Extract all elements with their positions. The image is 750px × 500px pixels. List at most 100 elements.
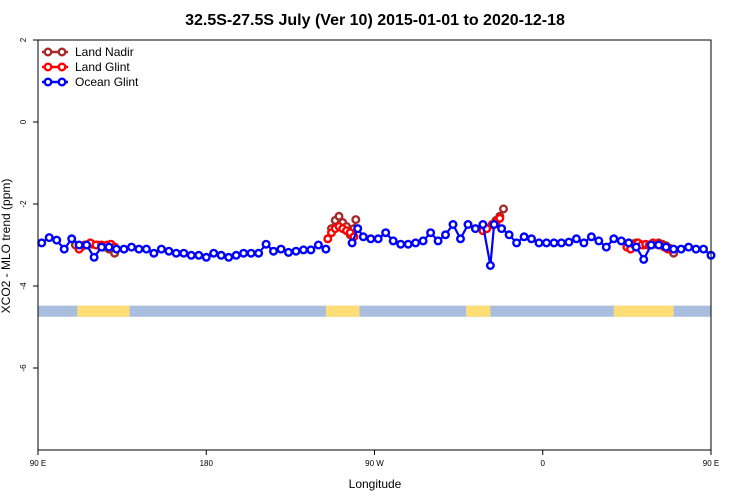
legend-marker xyxy=(57,77,67,87)
data-point xyxy=(224,252,234,262)
data-point xyxy=(646,240,656,250)
data-point xyxy=(239,248,249,258)
data-point xyxy=(52,235,62,245)
data-point xyxy=(456,234,466,244)
data-point xyxy=(527,234,537,244)
data-point xyxy=(519,232,529,242)
data-point xyxy=(691,244,701,254)
data-point xyxy=(334,211,344,221)
data-point xyxy=(306,245,316,255)
y-axis-label: XCO2 - MLO trend (ppm) xyxy=(0,179,13,314)
data-point xyxy=(433,236,443,246)
data-point xyxy=(44,233,54,243)
data-point xyxy=(403,239,413,249)
legend-marker xyxy=(43,77,53,87)
land-band-4 xyxy=(613,305,674,317)
data-point xyxy=(616,236,626,246)
data-point xyxy=(564,237,574,247)
legend-marker xyxy=(43,62,53,72)
data-point xyxy=(89,252,99,262)
data-point xyxy=(323,234,333,244)
ocean-band xyxy=(38,305,711,317)
legend-marker xyxy=(57,47,67,57)
data-point xyxy=(119,244,129,254)
y-axis-ticks: 2 0 -2 -4 -6 xyxy=(19,37,38,372)
data-point xyxy=(639,254,649,264)
data-point xyxy=(478,219,488,229)
legend-item: Land Glint xyxy=(42,60,130,74)
data-point xyxy=(411,238,421,248)
data-point xyxy=(631,242,641,252)
data-point xyxy=(194,250,204,260)
data-point xyxy=(418,236,428,246)
data-point xyxy=(126,242,136,252)
data-point xyxy=(156,244,166,254)
data-point xyxy=(571,234,581,244)
data-point xyxy=(351,215,361,225)
data-point xyxy=(396,239,406,249)
data-point xyxy=(661,242,671,252)
plot-series xyxy=(37,204,716,271)
legend-item: Ocean Glint xyxy=(42,75,139,89)
legend-label: Land Nadir xyxy=(75,45,134,59)
x-tick-label: 180 xyxy=(200,459,214,468)
data-point xyxy=(186,250,196,260)
chart-title: 32.5S-27.5S July (Ver 10) 2015-01-01 to … xyxy=(185,12,565,29)
data-point xyxy=(254,248,264,258)
data-point xyxy=(579,238,589,248)
data-point xyxy=(624,238,634,248)
data-point xyxy=(358,232,368,242)
data-point xyxy=(512,238,522,248)
data-point xyxy=(299,245,309,255)
data-point xyxy=(97,242,107,252)
data-point xyxy=(284,247,294,257)
legend-label: Ocean Glint xyxy=(75,75,139,89)
data-point xyxy=(654,240,664,250)
legend-label: Land Glint xyxy=(75,60,130,74)
land-ocean-strip xyxy=(38,305,711,317)
data-point xyxy=(366,234,376,244)
y-tick-label: -6 xyxy=(19,364,28,372)
y-tick-label: 2 xyxy=(19,37,28,42)
data-point xyxy=(497,224,507,234)
series-ocean-glint xyxy=(37,219,716,271)
data-point xyxy=(216,250,226,260)
data-point xyxy=(67,234,77,244)
x-tick-label: 90 E xyxy=(30,459,46,468)
data-point xyxy=(104,242,114,252)
data-point xyxy=(463,219,473,229)
x-tick-label: 90 W xyxy=(365,459,384,468)
legend-marker xyxy=(43,47,53,57)
data-point xyxy=(261,239,271,249)
data-point xyxy=(373,234,383,244)
x-axis-label: Longitude xyxy=(349,477,402,491)
data-point xyxy=(586,232,596,242)
x-tick-label: 0 xyxy=(541,459,546,468)
data-point xyxy=(549,238,559,248)
land-band-1 xyxy=(77,305,130,317)
legend-item: Land Nadir xyxy=(42,45,134,59)
data-point xyxy=(149,248,159,258)
data-point xyxy=(246,248,256,258)
data-point xyxy=(111,244,121,254)
data-point xyxy=(388,236,398,246)
data-point xyxy=(201,252,211,262)
data-point xyxy=(684,242,694,252)
y-tick-label: -2 xyxy=(19,200,28,208)
data-point xyxy=(134,244,144,254)
data-point xyxy=(171,248,181,258)
data-point xyxy=(542,238,552,248)
data-point xyxy=(37,238,47,248)
data-point xyxy=(291,246,301,256)
data-point xyxy=(141,244,151,254)
data-point xyxy=(74,240,84,250)
data-point xyxy=(676,244,686,254)
data-point xyxy=(470,224,480,234)
data-point xyxy=(209,248,219,258)
x-tick-label: 90 E xyxy=(703,459,719,468)
y-tick-label: -4 xyxy=(19,282,28,290)
land-band-3 xyxy=(466,305,491,317)
data-point xyxy=(609,234,619,244)
